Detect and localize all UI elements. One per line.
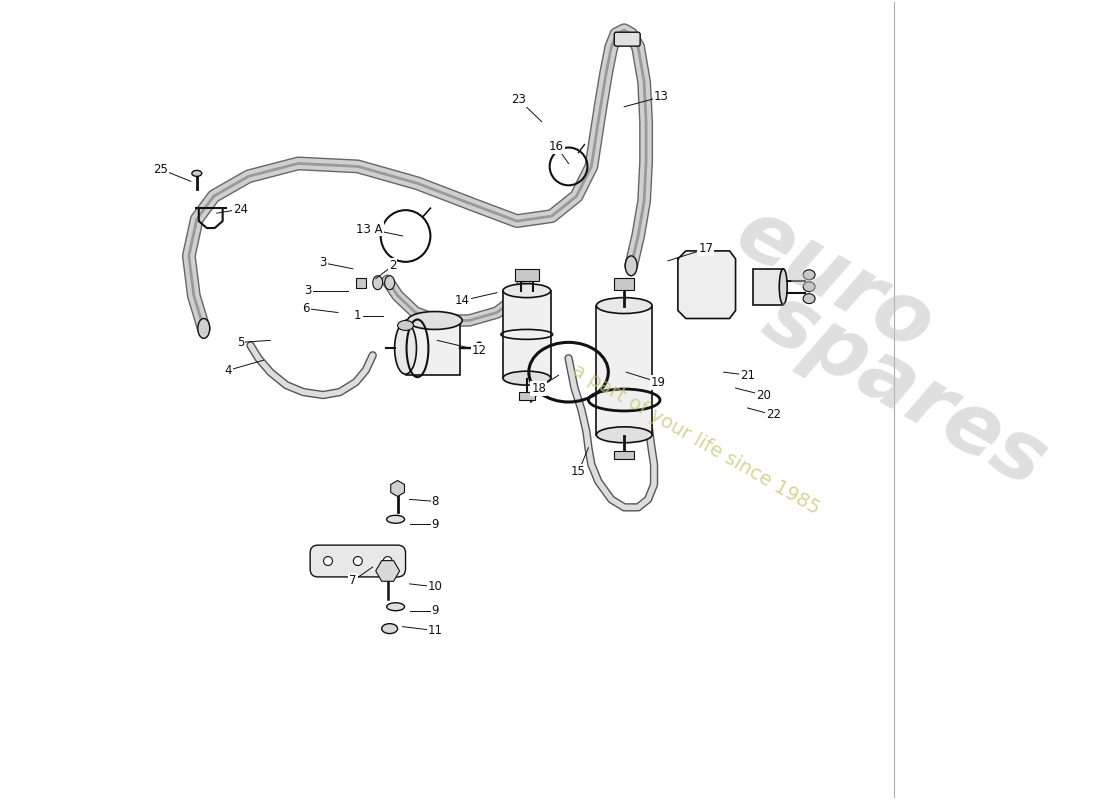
Text: 20: 20 [756, 389, 771, 402]
Ellipse shape [779, 269, 788, 305]
Text: 19: 19 [650, 376, 666, 389]
FancyBboxPatch shape [754, 269, 783, 305]
Text: 11: 11 [428, 624, 443, 637]
Ellipse shape [625, 256, 637, 276]
Text: 3: 3 [305, 284, 311, 297]
Text: 17: 17 [698, 242, 713, 255]
FancyBboxPatch shape [614, 32, 640, 46]
Text: 1: 1 [354, 309, 362, 322]
Text: 21: 21 [740, 369, 755, 382]
Text: 15: 15 [571, 465, 586, 478]
Text: 12: 12 [472, 344, 486, 357]
Text: 13 A: 13 A [356, 222, 383, 235]
Text: 10: 10 [428, 580, 443, 594]
Ellipse shape [803, 282, 815, 292]
Text: 3: 3 [319, 256, 327, 270]
Text: 8: 8 [431, 495, 439, 508]
Ellipse shape [387, 602, 405, 610]
FancyBboxPatch shape [515, 269, 539, 281]
Circle shape [353, 557, 362, 566]
Ellipse shape [803, 294, 815, 303]
Ellipse shape [407, 311, 462, 330]
Ellipse shape [803, 270, 815, 280]
Text: 7: 7 [349, 574, 356, 587]
FancyBboxPatch shape [355, 278, 366, 288]
FancyBboxPatch shape [503, 290, 551, 378]
Ellipse shape [503, 371, 551, 385]
Text: 14: 14 [454, 294, 470, 307]
Text: 5: 5 [236, 336, 244, 349]
Ellipse shape [475, 342, 483, 354]
Ellipse shape [397, 321, 414, 330]
Text: 22: 22 [766, 409, 781, 422]
Text: 18: 18 [531, 382, 547, 394]
Text: 2: 2 [389, 259, 396, 272]
FancyBboxPatch shape [614, 450, 635, 458]
Ellipse shape [387, 515, 405, 523]
Ellipse shape [596, 298, 652, 314]
Text: 4: 4 [224, 364, 232, 377]
Text: 24: 24 [233, 202, 248, 216]
Text: spares: spares [749, 277, 1060, 503]
FancyBboxPatch shape [519, 392, 535, 400]
Ellipse shape [191, 170, 201, 176]
FancyBboxPatch shape [614, 278, 635, 290]
Circle shape [383, 557, 392, 566]
FancyBboxPatch shape [596, 306, 652, 434]
Circle shape [323, 557, 332, 566]
Ellipse shape [395, 322, 417, 374]
Text: 13: 13 [653, 90, 669, 103]
Ellipse shape [198, 318, 210, 338]
Text: 25: 25 [154, 163, 168, 176]
Ellipse shape [373, 276, 383, 290]
Text: euro: euro [722, 192, 948, 370]
Polygon shape [678, 251, 736, 318]
Text: 9: 9 [431, 518, 439, 530]
Text: 6: 6 [302, 302, 310, 315]
Ellipse shape [503, 284, 551, 298]
FancyBboxPatch shape [406, 321, 460, 375]
Text: 9: 9 [431, 604, 439, 618]
Text: 16: 16 [549, 140, 564, 153]
Ellipse shape [596, 427, 652, 442]
Ellipse shape [385, 276, 395, 290]
FancyBboxPatch shape [310, 545, 406, 577]
Text: a part of your life since 1985: a part of your life since 1985 [569, 361, 823, 518]
Ellipse shape [382, 624, 397, 634]
Text: 23: 23 [512, 94, 526, 106]
